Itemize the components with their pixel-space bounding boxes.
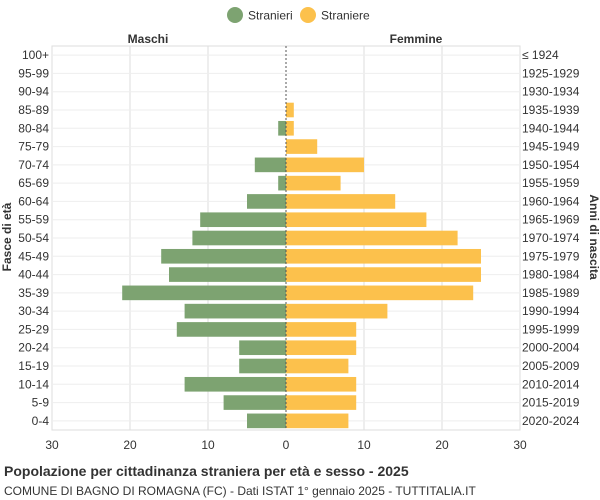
right-header: Femmine — [390, 32, 443, 46]
birth-year-label: 2010-2014 — [522, 377, 580, 391]
x-tick-label: 20 — [123, 438, 137, 452]
age-group-label: 45-49 — [18, 249, 49, 263]
birth-year-label: 1960-1964 — [522, 194, 580, 208]
legend: Stranieri Straniere — [227, 7, 370, 23]
birth-year-label: 1940-1944 — [522, 121, 580, 135]
birth-year-label: 1945-1949 — [522, 140, 580, 154]
age-group-label: 35-39 — [18, 286, 49, 300]
age-group-label: 25-29 — [18, 322, 49, 336]
population-pyramid-chart: Stranieri Straniere Maschi Femmine 100+ 95… — [0, 7, 600, 452]
bar-female-50-54 — [286, 230, 458, 246]
birth-year-label: 1925-1929 — [522, 66, 580, 80]
bar-male-25-29 — [176, 322, 286, 337]
age-group-label: 70-74 — [18, 158, 49, 172]
bar-male-70-74 — [254, 157, 286, 173]
bar-female-15-19 — [286, 358, 349, 374]
bar-female-10-14 — [286, 376, 357, 392]
age-group-label: 100+ — [22, 48, 49, 62]
age-group-label: 60-64 — [18, 194, 49, 208]
age-group-label: 0-4 — [32, 414, 50, 428]
y-axis-title-right: Anni di nascita — [587, 194, 600, 280]
birth-year-label: 1985-1989 — [522, 286, 580, 300]
y-axis-title-left: Fasce di età — [0, 202, 14, 271]
birth-year-label: 1975-1979 — [522, 249, 580, 263]
bar-male-15-19 — [239, 358, 286, 374]
birth-year-label: 1955-1959 — [522, 176, 580, 190]
bar-female-55-59 — [286, 212, 427, 228]
bar-male-5-9 — [223, 395, 286, 410]
bar-female-25-29 — [286, 322, 357, 337]
bar-male-60-64 — [247, 194, 286, 209]
age-group-label: 90-94 — [18, 85, 49, 99]
birth-year-label: 1935-1939 — [522, 103, 580, 117]
bar-male-55-59 — [200, 212, 286, 228]
bar-female-35-39 — [286, 285, 474, 301]
bar-female-20-24 — [286, 340, 357, 356]
legend-marker-stranieri — [227, 7, 243, 23]
left-header: Maschi — [128, 32, 169, 46]
x-tick-label: 10 — [357, 438, 371, 452]
age-group-label: 10-14 — [18, 377, 49, 391]
age-group-label: 40-44 — [18, 268, 49, 282]
x-tick-label: 30 — [45, 438, 59, 452]
x-tick-label: 30 — [513, 438, 527, 452]
age-group-label: 80-84 — [18, 121, 49, 135]
age-group-label: 5-9 — [32, 396, 50, 410]
birth-year-label: 2005-2009 — [522, 359, 580, 373]
birth-year-label: 1930-1934 — [522, 85, 580, 99]
birth-year-label: 2015-2019 — [522, 396, 580, 410]
bar-female-85-89 — [286, 102, 294, 118]
bar-male-40-44 — [169, 267, 286, 282]
x-tick-label: 0 — [283, 438, 290, 452]
age-group-label: 55-59 — [18, 213, 49, 227]
chart-subtitle: COMUNE DI BAGNO DI ROMAGNA (FC) - Dati I… — [4, 484, 476, 498]
chart-title: Popolazione per cittadinanza straniera p… — [4, 463, 409, 479]
legend-label-stranieri: Stranieri — [248, 9, 293, 23]
legend-marker-straniere — [300, 7, 316, 23]
birth-year-label: 1980-1984 — [522, 268, 580, 282]
x-tick-label: 20 — [435, 438, 449, 452]
bar-male-80-84 — [278, 120, 286, 136]
bar-female-70-74 — [286, 157, 364, 173]
bar-female-45-49 — [286, 248, 481, 264]
birth-year-label: 1965-1969 — [522, 213, 580, 227]
age-group-label: 95-99 — [18, 66, 49, 80]
bar-female-0-4 — [286, 413, 349, 429]
birth-year-label: ≤ 1924 — [522, 48, 559, 62]
bar-male-50-54 — [192, 230, 286, 246]
bar-female-60-64 — [286, 194, 396, 209]
birth-year-label: 1990-1994 — [522, 304, 580, 318]
birth-year-labels: ≤ 1924 1925-1929 1930-1934 1935-1939 1940-19… — [522, 48, 580, 428]
bar-male-20-24 — [239, 340, 286, 356]
x-tick-labels: 30 20 10 0 10 20 30 — [45, 438, 527, 452]
birth-year-label: 1970-1974 — [522, 231, 580, 245]
bar-female-75-79 — [286, 139, 318, 154]
age-group-labels: 100+ 95-99 90-94 85-89 80-84 75-79 70-74 65-69 6… — [18, 48, 49, 428]
bar-male-65-69 — [278, 175, 286, 191]
birth-year-label: 2020-2024 — [522, 414, 580, 428]
bar-female-65-69 — [286, 175, 341, 191]
birth-year-label: 1950-1954 — [522, 158, 580, 172]
legend-label-straniere: Straniere — [321, 9, 370, 23]
age-group-label: 85-89 — [18, 103, 49, 117]
bar-female-40-44 — [286, 267, 481, 282]
age-group-label: 75-79 — [18, 140, 49, 154]
bar-male-10-14 — [184, 376, 286, 392]
birth-year-label: 1995-1999 — [522, 322, 580, 336]
x-tick-label: 10 — [201, 438, 215, 452]
bar-male-45-49 — [161, 248, 286, 264]
bar-female-5-9 — [286, 395, 357, 410]
age-group-label: 15-19 — [18, 359, 49, 373]
bar-female-30-34 — [286, 303, 388, 319]
bar-male-30-34 — [184, 303, 286, 319]
age-group-label: 65-69 — [18, 176, 49, 190]
age-group-label: 30-34 — [18, 304, 49, 318]
birth-year-label: 2000-2004 — [522, 341, 580, 355]
age-group-label: 20-24 — [18, 341, 49, 355]
bars — [122, 46, 481, 430]
bar-female-80-84 — [286, 120, 294, 136]
bar-male-35-39 — [122, 285, 286, 301]
bar-male-0-4 — [247, 413, 286, 429]
age-group-label: 50-54 — [18, 231, 49, 245]
